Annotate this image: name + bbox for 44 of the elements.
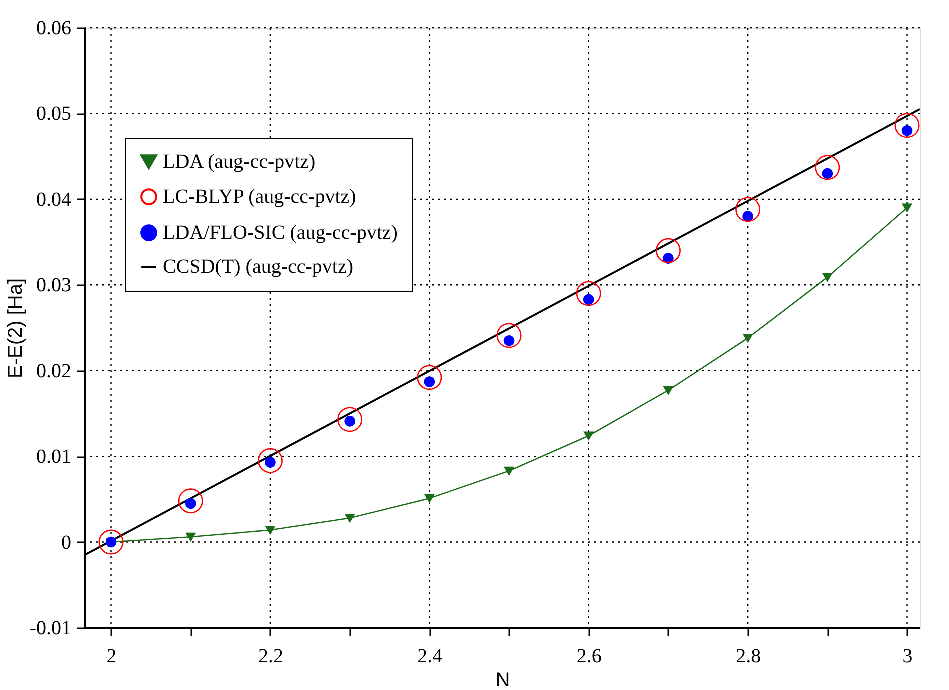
point	[98, 530, 124, 555]
x-axis-title: N	[496, 670, 510, 690]
point	[178, 488, 204, 514]
y-tick-label: 0.02	[36, 360, 72, 382]
legend-label: CCSD(T) (aug-cc-pvtz)	[163, 256, 354, 278]
point	[664, 386, 674, 395]
x-tick-label: 2	[106, 646, 117, 668]
y-tick-label: -0.01	[30, 618, 72, 640]
y-tick-label: 0.05	[36, 103, 72, 126]
point	[266, 526, 276, 535]
y-tick-label: 0.04	[36, 188, 72, 211]
point	[902, 204, 912, 212]
y-axis-title: E-E(2) [Ha]	[4, 278, 27, 379]
x-tick-label: 2.2	[258, 646, 284, 668]
y-tick-label: 0.06	[36, 18, 72, 40]
point	[345, 514, 355, 523]
point	[258, 448, 283, 474]
y-tick-label: 0.03	[36, 274, 72, 297]
y-tick-label: 0.01	[36, 446, 72, 468]
point	[822, 168, 834, 180]
point	[822, 273, 832, 282]
x-tick-label: 2.8	[736, 646, 762, 668]
point	[424, 494, 434, 503]
point	[894, 113, 920, 138]
point	[584, 432, 594, 440]
x-tick-label: 3	[902, 646, 913, 668]
point	[504, 466, 514, 476]
point	[656, 238, 681, 264]
point	[743, 334, 753, 343]
x-tick-label: 2.6	[576, 646, 602, 668]
x-tick-label: 2.4	[418, 646, 443, 668]
point	[186, 532, 196, 542]
legend-label: LDA/FLO-SIC (aug-cc-pvtz)	[163, 222, 398, 244]
legend-label: LDA (aug-cc-pvtz)	[163, 151, 316, 173]
point	[576, 281, 602, 306]
point	[742, 211, 754, 222]
y-tick-label: 0	[62, 532, 72, 554]
point	[815, 155, 840, 180]
point	[417, 365, 442, 390]
point	[736, 197, 761, 222]
point	[583, 294, 594, 306]
legend-label: LC-BLYP (aug-cc-pvtz)	[163, 186, 356, 208]
point	[496, 323, 522, 348]
point	[338, 407, 363, 432]
